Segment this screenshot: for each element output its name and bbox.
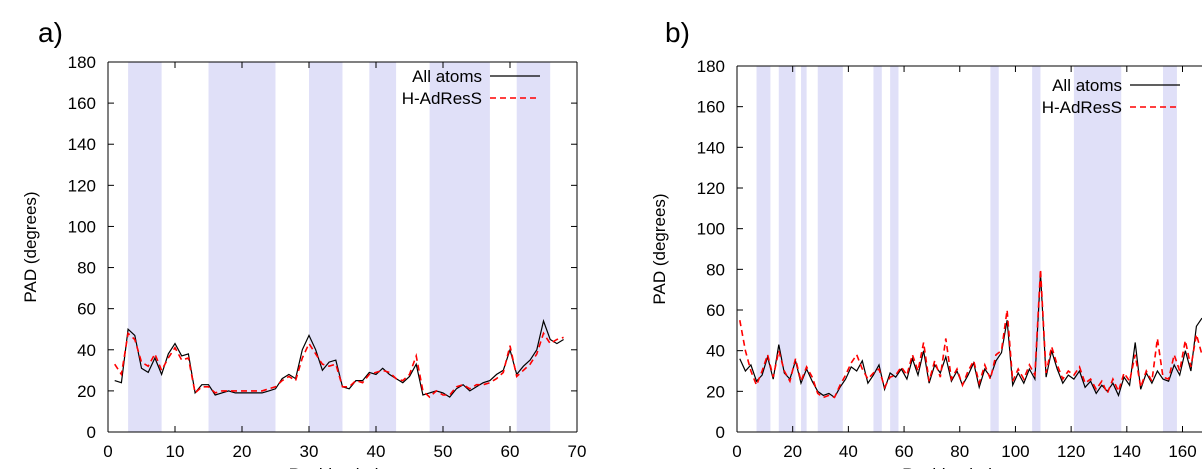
- x-tick-label: 60: [501, 442, 520, 461]
- chart-panel-a: 0 20 40 60 80 100 120 140 160 180 0 10 20 30 40 50 60 70 R…: [21, 17, 586, 469]
- y-tick-label: 180: [697, 57, 725, 76]
- shaded-region: [1073, 66, 1122, 432]
- shaded-region: [516, 62, 551, 432]
- y-tick-label: 80: [706, 260, 725, 279]
- legend-label: H-AdResS: [1042, 98, 1122, 117]
- x-tick-label: 0: [103, 442, 112, 461]
- x-tick-label: 40: [839, 442, 858, 461]
- y-tick-label: 20: [77, 382, 96, 401]
- y-tick-label: 40: [77, 341, 96, 360]
- shaded-region: [369, 62, 397, 432]
- x-tick-label: 160: [1168, 442, 1196, 461]
- series-line: [114, 331, 564, 399]
- x-tick-label: 20: [783, 442, 802, 461]
- x-tick-label: 70: [568, 442, 587, 461]
- x-tick-label: 140: [1113, 442, 1141, 461]
- x-tick-label: 0: [732, 442, 741, 461]
- shaded-region: [817, 66, 843, 432]
- y-tick-label: 20: [706, 382, 725, 401]
- panel-label: b): [665, 17, 690, 48]
- series-line: [114, 318, 564, 398]
- x-axis-label: Residue index: [902, 465, 1010, 469]
- x-tick-label: 10: [166, 442, 185, 461]
- series-line: [739, 273, 1202, 399]
- y-tick-label: 100: [697, 220, 725, 239]
- shaded-region: [1163, 66, 1177, 432]
- y-tick-label: 0: [87, 423, 96, 442]
- shaded-region: [208, 62, 276, 432]
- y-tick-label: 180: [68, 53, 96, 72]
- x-tick-label: 30: [300, 442, 319, 461]
- legend-label: All atoms: [1052, 76, 1122, 95]
- y-tick-label: 100: [68, 217, 96, 236]
- x-tick-label: 40: [367, 442, 386, 461]
- x-tick-label: 80: [950, 442, 969, 461]
- legend-label: H-AdResS: [402, 89, 482, 108]
- y-tick-label: 140: [68, 135, 96, 154]
- x-tick-label: 120: [1057, 442, 1085, 461]
- y-tick-label: 120: [697, 179, 725, 198]
- shaded-region: [990, 66, 999, 432]
- series-line: [739, 269, 1202, 399]
- shaded-region: [756, 66, 771, 432]
- x-tick-label: 60: [895, 442, 914, 461]
- shaded-region: [128, 62, 162, 432]
- shaded-region: [1032, 66, 1041, 432]
- chart-panel-b: 0 20 40 60 80 100 120 140 160 180 0 20 40 60 80 100 120 1…: [650, 17, 1202, 469]
- x-tick-label: 50: [434, 442, 453, 461]
- shaded-region: [429, 62, 490, 432]
- shaded-region: [309, 62, 343, 432]
- shaded-region: [890, 66, 899, 432]
- y-tick-label: 140: [697, 138, 725, 157]
- y-tick-label: 160: [697, 98, 725, 117]
- y-tick-label: 80: [77, 259, 96, 278]
- y-tick-label: 0: [716, 423, 725, 442]
- x-tick-label: 100: [1001, 442, 1029, 461]
- shaded-region: [778, 66, 796, 432]
- shaded-region: [801, 66, 807, 432]
- y-tick-label: 120: [68, 176, 96, 195]
- y-tick-label: 60: [77, 300, 96, 319]
- x-axis-label: Residue index: [289, 465, 397, 469]
- x-tick-label: 20: [233, 442, 252, 461]
- y-tick-label: 160: [68, 94, 96, 113]
- shaded-region: [873, 66, 882, 432]
- y-axis-label: PAD (degrees): [650, 193, 669, 304]
- y-axis-label: PAD (degrees): [21, 191, 40, 302]
- panel-label: a): [38, 17, 63, 48]
- y-tick-label: 60: [706, 301, 725, 320]
- y-tick-label: 40: [706, 342, 725, 361]
- legend-label: All atoms: [412, 67, 482, 86]
